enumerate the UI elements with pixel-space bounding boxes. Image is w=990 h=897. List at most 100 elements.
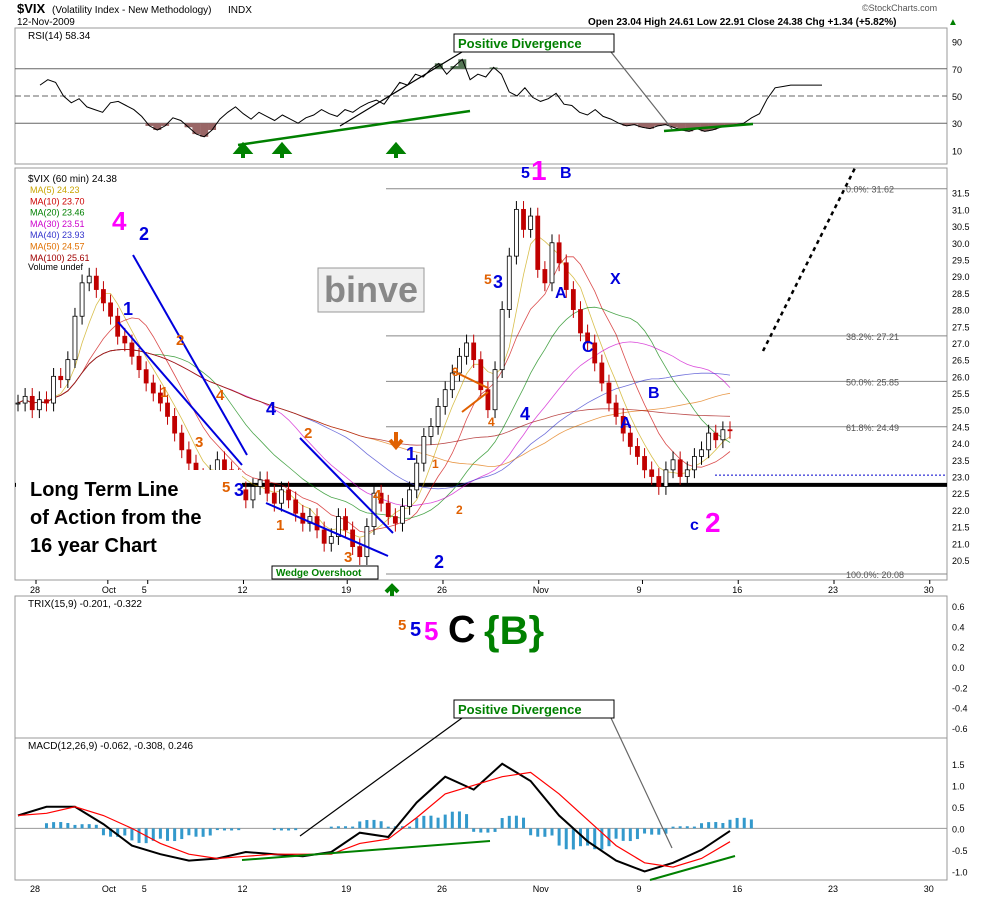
candle-body [606, 382, 612, 404]
wave-label: 3 [195, 434, 203, 451]
candle-body [271, 492, 277, 504]
wave-label: 1 [432, 457, 439, 471]
trix-tick-label: -0.6 [952, 724, 968, 734]
macd-histogram-bar [173, 828, 177, 842]
candle-body [528, 215, 534, 230]
rsi-oversold-fill [184, 123, 193, 128]
rsi-divergence-box [453, 33, 615, 53]
candle-body [642, 456, 647, 471]
macd-tick-label: 0.5 [952, 803, 965, 813]
macd-histogram-bar [507, 815, 511, 829]
exchange-label: INDX [228, 5, 252, 16]
wedge-overshoot-label: Wedge Overshoot [276, 568, 362, 579]
price-tick-label: 27.5 [952, 322, 970, 332]
macd-histogram-bar [607, 828, 611, 847]
wave-label: 1 [531, 155, 547, 186]
macd-histogram-bar [721, 823, 725, 829]
wedge-overshoot-box [271, 565, 379, 580]
macd-x-label: 19 [341, 884, 351, 894]
candle-body [286, 489, 291, 501]
price-label: $VIX (60 min) 24.38 [28, 174, 117, 185]
macd-histogram-bar [749, 819, 753, 829]
wave-label: 4 [373, 487, 382, 504]
candle-body [257, 479, 263, 487]
macd-histogram-bar [365, 820, 369, 829]
orange-trendline [452, 370, 489, 389]
candle-body [706, 432, 712, 451]
rsi-tick-label: 50 [952, 92, 962, 102]
candle-body [108, 302, 113, 317]
price-x-label: 23 [828, 585, 838, 595]
trix-tick-label: 0.6 [952, 602, 965, 612]
macd-histogram-bar [621, 828, 625, 841]
price-x-label: 30 [924, 585, 934, 595]
macd-histogram-bar [123, 828, 127, 836]
macd-histogram-bar [151, 828, 155, 841]
candle-body [101, 289, 106, 304]
macd-histogram-bar [571, 828, 575, 850]
macd-histogram-bar [465, 814, 469, 829]
rsi-overbought-fill [450, 66, 459, 69]
price-panel [14, 167, 948, 581]
macd-histogram-bar [87, 824, 91, 829]
macd-histogram-bar [379, 821, 383, 829]
watermark-box [317, 267, 425, 313]
rsi-oversold-fill [630, 123, 639, 125]
candle-body [670, 459, 676, 471]
rsi-oversold-fill [716, 123, 725, 128]
candle-body [58, 375, 64, 381]
candle-body [129, 342, 135, 357]
candle-body [307, 516, 313, 524]
candle-body [243, 489, 249, 501]
macd-histogram-bar [457, 811, 461, 829]
candle-body [335, 516, 341, 538]
candle-body [115, 315, 121, 337]
callout-line [610, 717, 673, 849]
copyright: ©StockCharts.com [862, 3, 937, 13]
macd-histogram-bar [479, 828, 483, 833]
rsi-oversold-fill [661, 123, 670, 125]
macd-histogram-bar [166, 828, 170, 841]
macd-histogram-bar [436, 817, 440, 829]
price-tick-label: 31.0 [952, 205, 970, 215]
ma-legend-item: MA(20) 23.46 [30, 208, 85, 218]
macd-histogram-bar [578, 828, 582, 847]
price-x-label: 19 [341, 585, 351, 595]
candle-body [549, 242, 555, 284]
candle-body [535, 215, 541, 270]
macd-histogram-bar [643, 828, 647, 834]
price-tick-label: 26.5 [952, 356, 970, 366]
macd-x-label: 23 [828, 884, 838, 894]
wave-label: 1 [160, 384, 168, 401]
price-tick-label: 21.5 [952, 523, 970, 533]
ma-legend-item: MA(30) 23.51 [30, 219, 85, 229]
candle-body [449, 372, 455, 391]
candle-body [136, 355, 142, 371]
candle-body [165, 402, 170, 417]
callout-line [339, 51, 463, 127]
macd-histogram-bar [450, 811, 454, 829]
macd-tick-label: 1.5 [952, 760, 965, 770]
candle-body [385, 502, 391, 517]
candle-body [65, 359, 71, 381]
wave-5-blue: 5 [410, 619, 421, 641]
candle-body [627, 432, 633, 447]
macd-histogram-bar [80, 824, 84, 829]
macd-histogram-bar [180, 828, 184, 840]
wave-5-magenta: 5 [424, 616, 438, 646]
candle-body [635, 446, 640, 457]
macd-histogram-bar [742, 817, 746, 829]
wave-label: 4 [216, 387, 225, 404]
fib-level-label: 38.2%: 27.21 [846, 332, 899, 342]
candle-body [343, 516, 348, 531]
wave-label: 3 [452, 365, 459, 379]
rsi-oversold-fill [645, 123, 654, 129]
up-arrow-icon: ▲ [948, 17, 958, 28]
ma-legend-item: MA(40) 23.93 [30, 230, 85, 240]
price-x-label: 12 [237, 585, 247, 595]
macd-x-label: Nov [533, 884, 550, 894]
candle-body [713, 432, 719, 441]
callout-line [299, 717, 463, 837]
symbol-name: (Volatility Index - New Methodology) [52, 5, 212, 16]
